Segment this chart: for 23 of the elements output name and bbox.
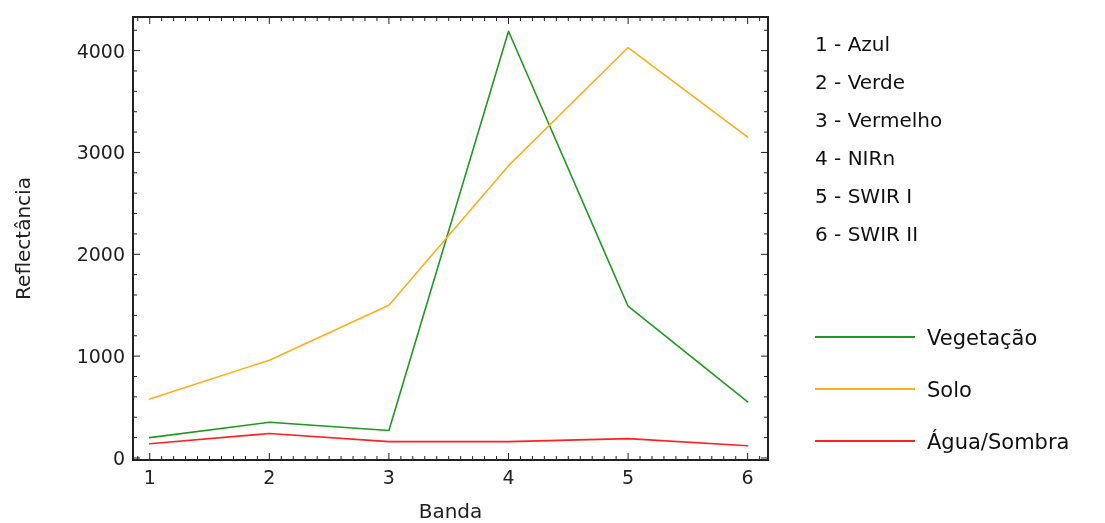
y-tick-label: 4000 — [76, 39, 125, 62]
text: 1 - Azul — [815, 32, 891, 56]
legend-label: Água/Sombra — [927, 429, 1070, 454]
text: 5 - SWIR I — [815, 184, 913, 208]
x-tick-label: 1 — [143, 466, 156, 488]
x-tick-label: 6 — [741, 466, 754, 488]
y-tick-label: 2000 — [76, 243, 125, 266]
x-tick-label: 4 — [502, 466, 515, 488]
x-tick-label: 2 — [263, 466, 276, 488]
text: 2 - Verde — [815, 70, 905, 94]
line-series — [148, 432, 749, 447]
y-tick-label: 0 — [112, 446, 125, 469]
x-tick-label: 5 — [622, 466, 635, 488]
text: 3 - Vermelho — [815, 108, 943, 132]
text: 6 - SWIR II — [815, 222, 919, 246]
legend-label: Vegetação — [927, 326, 1038, 350]
y-axis-title: Reflectância — [11, 177, 35, 300]
text: 4 - NIRn — [815, 146, 896, 170]
x-axis-title: Banda — [418, 499, 483, 523]
y-tick-label: 3000 — [76, 141, 125, 164]
y-tick-label: 1000 — [76, 345, 125, 368]
x-tick-label: 3 — [382, 466, 395, 488]
legend-label: Solo — [927, 378, 972, 402]
